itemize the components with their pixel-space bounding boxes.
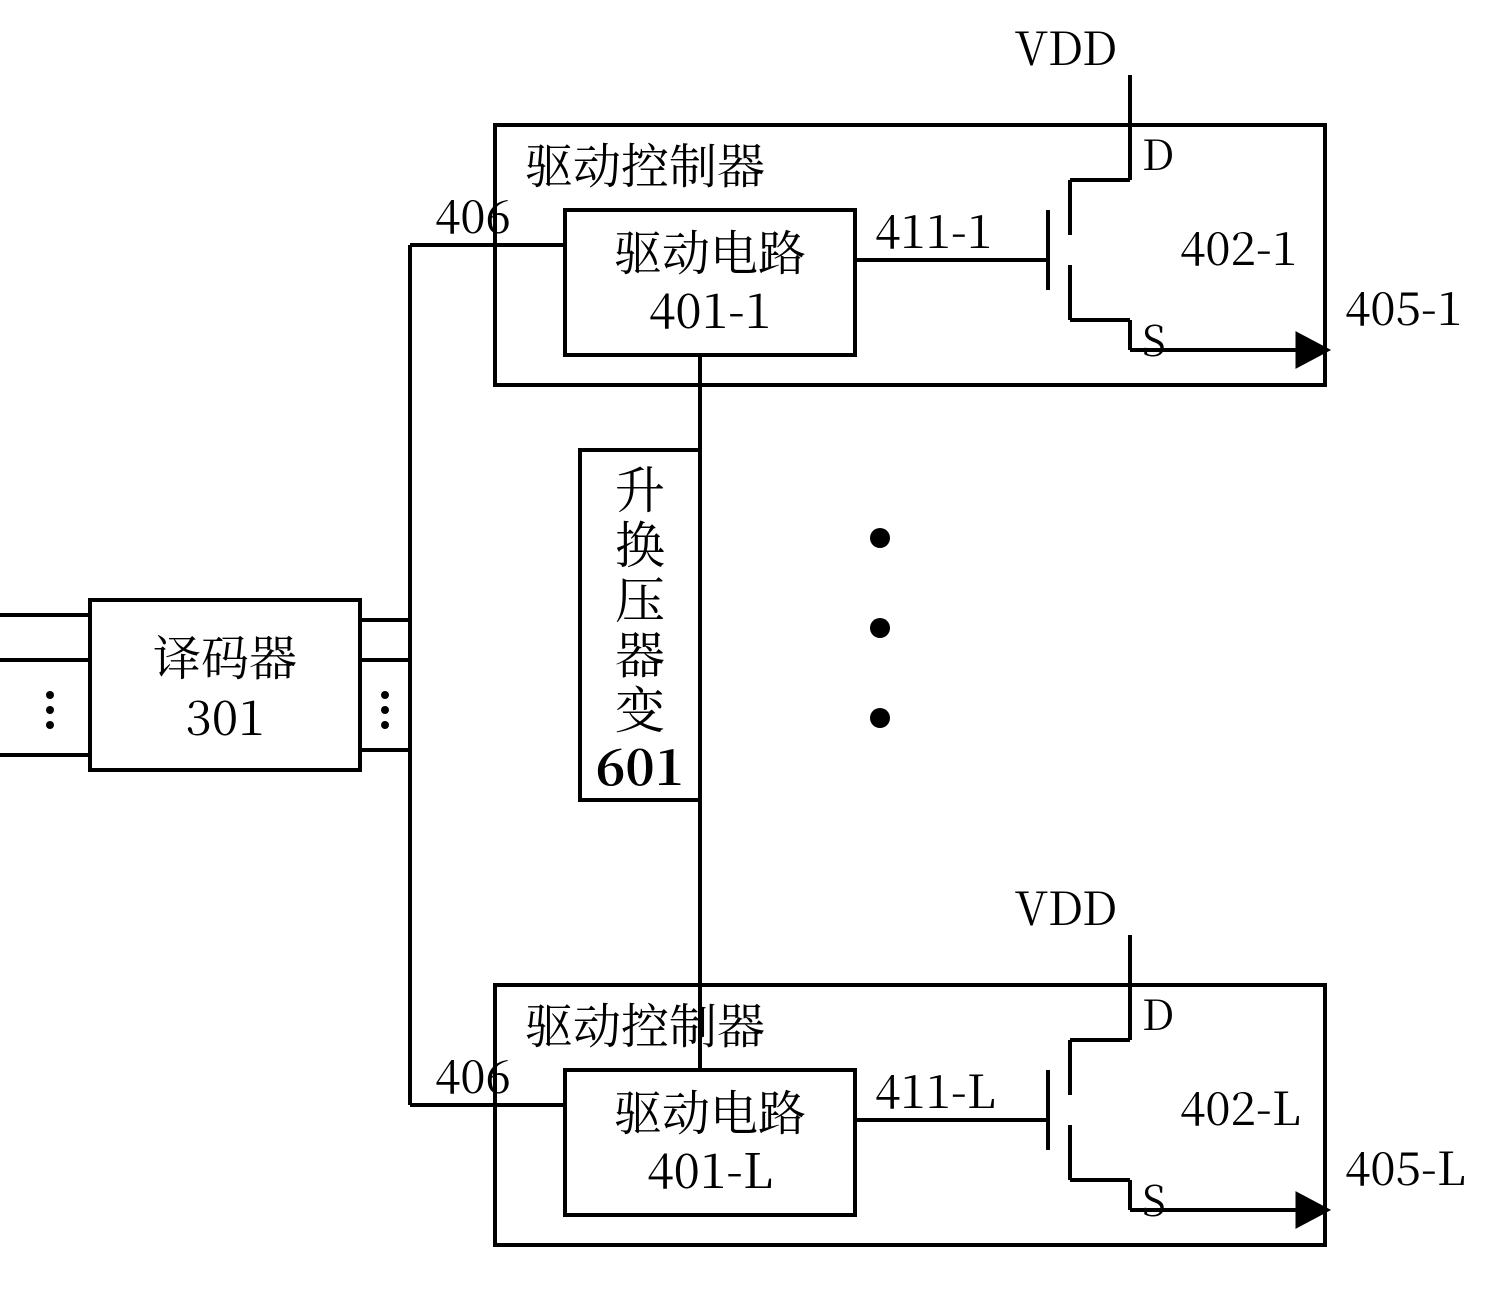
mosfet-bottom-ref: 402-L bbox=[1180, 1073, 1301, 1139]
ellipsis-dot bbox=[46, 706, 54, 714]
output-top-label: 405-1 bbox=[1345, 273, 1462, 339]
ellipsis-dot bbox=[46, 691, 54, 699]
mosfet-top-d-label: D bbox=[1142, 123, 1174, 183]
output-bottom-label: 405-L bbox=[1345, 1133, 1466, 1199]
mosfet-bottom-d-label: D bbox=[1142, 983, 1174, 1043]
ellipsis-dot bbox=[46, 721, 54, 729]
wire-411-bottom-label: 411-L bbox=[875, 1056, 996, 1122]
decoder-label: 译码器 bbox=[153, 620, 297, 689]
drive-controller-bottom-label: 驱动控制器 bbox=[525, 988, 765, 1057]
ellipsis-dot bbox=[870, 618, 890, 638]
mosfet-top-s-label: S bbox=[1142, 309, 1166, 369]
ellipsis-dot bbox=[381, 721, 389, 729]
wire-411-top-label: 411-1 bbox=[875, 196, 992, 262]
drive-circuit-top-ref: 401-1 bbox=[649, 273, 771, 342]
wire-406-top-label: 406 bbox=[435, 181, 511, 247]
ellipsis-dot bbox=[870, 528, 890, 548]
mosfet-bottom-s-label: S bbox=[1142, 1169, 1166, 1229]
vdd-top-label: VDD bbox=[1015, 13, 1117, 79]
vdd-bottom-label: VDD bbox=[1015, 873, 1117, 939]
decoder-output-lines bbox=[360, 620, 410, 750]
drive-circuit-bottom-ref: 401-L bbox=[647, 1133, 773, 1202]
stepup-ref: 601 bbox=[596, 728, 684, 800]
wire-406-bottom-label: 406 bbox=[435, 1041, 511, 1107]
ellipsis-dot bbox=[381, 691, 389, 699]
ellipsis-dot bbox=[381, 706, 389, 714]
ellipsis-dot bbox=[870, 708, 890, 728]
drive-controller-top-label: 驱动控制器 bbox=[525, 128, 765, 197]
mosfet-top-ref: 402-1 bbox=[1180, 213, 1297, 279]
decoder-input-lines bbox=[0, 615, 90, 755]
decoder-ref: 301 bbox=[185, 680, 264, 749]
